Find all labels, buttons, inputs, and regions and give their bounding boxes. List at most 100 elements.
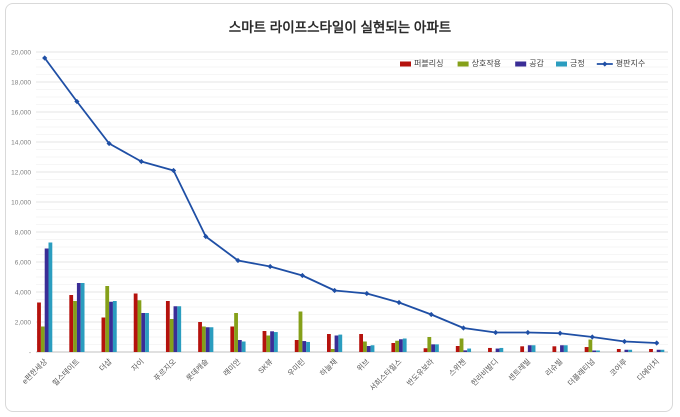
x-tick-label: 센트레빌: [506, 356, 533, 383]
line-marker-diamond: [138, 158, 144, 165]
line-marker-diamond: [267, 263, 273, 270]
bar-공감: [399, 339, 403, 352]
x-tick-label: 디에이치: [635, 356, 662, 383]
x-tick-label: 위브: [355, 357, 371, 373]
bar-상호작용: [363, 341, 367, 352]
bar-공감: [237, 340, 242, 352]
line-marker-diamond: [493, 329, 499, 336]
line-marker-diamond: [460, 325, 467, 331]
x-tick-label: 래미안: [221, 356, 243, 378]
y-tick-label: 16,000: [11, 109, 31, 116]
bar-퍼블리싱: [488, 347, 492, 352]
line-marker-diamond: [42, 55, 48, 61]
bar-긍정: [306, 341, 310, 352]
bar-상호작용: [105, 286, 110, 352]
bar-긍정: [112, 301, 117, 352]
bar-퍼블리싱: [230, 326, 235, 352]
line-marker-diamond: [621, 338, 628, 345]
bar-공감: [624, 349, 629, 352]
line-marker-diamond: [331, 287, 338, 294]
x-tick-label: 더샵: [97, 356, 114, 373]
line-marker-diamond: [557, 330, 563, 336]
x-tick-label: 자이: [129, 356, 146, 373]
bar-퍼블리싱: [616, 349, 621, 352]
bar-공감: [463, 350, 468, 352]
bar-퍼블리싱: [584, 347, 589, 352]
x-tick-label: 한라비발디: [469, 357, 500, 388]
bar-퍼블리싱: [165, 301, 170, 352]
bar-퍼블리싱: [326, 334, 331, 352]
x-tick-label: 힐스테이트: [50, 356, 82, 388]
bar-퍼블리싱: [520, 346, 525, 352]
y-tick-label: -: [29, 349, 31, 356]
bar-긍정: [628, 349, 633, 352]
x-tick-label: 코아루: [607, 356, 629, 378]
bar-상호작용: [459, 338, 464, 352]
line-marker-diamond: [299, 272, 305, 279]
bar-공감: [205, 327, 210, 352]
bar-상호작용: [298, 311, 303, 352]
line-marker-diamond: [364, 290, 370, 297]
bar-공감: [270, 331, 274, 352]
legend-label: 퍼블리싱: [414, 58, 443, 68]
x-tick-label: 서희스타힐스: [367, 356, 403, 392]
y-tick-label: 10,000: [11, 199, 31, 206]
bar-긍정: [499, 347, 504, 352]
legend-swatch-상호작용: [457, 61, 469, 67]
legend-swatch-퍼블리싱: [400, 61, 411, 67]
bar-퍼블리싱: [423, 348, 428, 352]
bar-상호작용: [73, 301, 77, 352]
x-tick-label: 롯데캐슬: [184, 357, 210, 383]
bar-긍정: [402, 338, 407, 352]
bar-공감: [76, 283, 81, 352]
legend-label: 상호작용: [472, 58, 501, 68]
legend-label: 평판지수: [616, 58, 645, 68]
bar-퍼블리싱: [391, 343, 396, 352]
bar-공감: [302, 341, 307, 352]
x-tick-label: 푸르지오: [152, 357, 178, 383]
bar-상호작용: [330, 349, 335, 352]
bar-상호작용: [427, 337, 432, 352]
bar-상호작용: [588, 339, 593, 352]
bar-퍼블리싱: [359, 334, 364, 352]
legend-line-marker: [602, 61, 608, 67]
bar-긍정: [209, 327, 214, 352]
bar-긍정: [531, 345, 536, 352]
bar-공감: [334, 335, 339, 352]
bar-긍정: [563, 345, 568, 352]
x-tick-label: 우미린: [285, 356, 307, 378]
bar-긍정: [338, 334, 343, 352]
line-marker-diamond: [106, 140, 112, 147]
x-tick-label: 반도유보라: [405, 357, 436, 388]
y-tick-label: 18,000: [11, 79, 31, 86]
bar-공감: [366, 346, 371, 352]
bar-긍정: [80, 283, 85, 352]
bar-퍼블리싱: [198, 322, 202, 352]
bar-긍정: [48, 242, 53, 352]
line-marker-diamond: [396, 299, 402, 306]
y-tick-label: 4,000: [15, 289, 32, 296]
bar-퍼블리싱: [294, 340, 299, 352]
bar-퍼블리싱: [455, 346, 460, 352]
bar-상호작용: [266, 335, 271, 352]
bar-긍정: [596, 350, 600, 352]
x-tick-label: 하늘채: [317, 356, 339, 378]
bar-공감: [495, 348, 500, 352]
bar-공감: [560, 345, 564, 352]
bar-퍼블리싱: [69, 295, 74, 352]
legend-label: 긍정: [570, 58, 585, 68]
legend-swatch-긍정: [556, 61, 567, 67]
line-marker-diamond: [203, 233, 209, 240]
bar-긍정: [370, 345, 375, 352]
x-tick-label: SK뷰: [256, 357, 274, 375]
y-tick-label: 8,000: [15, 229, 32, 236]
legend-label: 공감: [529, 58, 544, 68]
line-marker-diamond: [170, 167, 177, 174]
x-tick-label: e편한세상: [20, 356, 50, 386]
bar-긍정: [177, 306, 182, 352]
bar-퍼블리싱: [262, 331, 267, 352]
y-tick-label: 20,000: [11, 49, 31, 56]
reputation-line: [43, 57, 657, 344]
line-marker-diamond: [525, 329, 531, 336]
